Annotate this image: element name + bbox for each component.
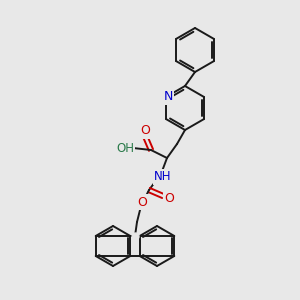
Text: O: O	[137, 196, 147, 208]
Text: O: O	[164, 191, 174, 205]
Text: NH: NH	[154, 170, 172, 184]
Text: O: O	[140, 124, 150, 137]
Text: OH: OH	[116, 142, 134, 154]
Text: N: N	[163, 91, 172, 103]
